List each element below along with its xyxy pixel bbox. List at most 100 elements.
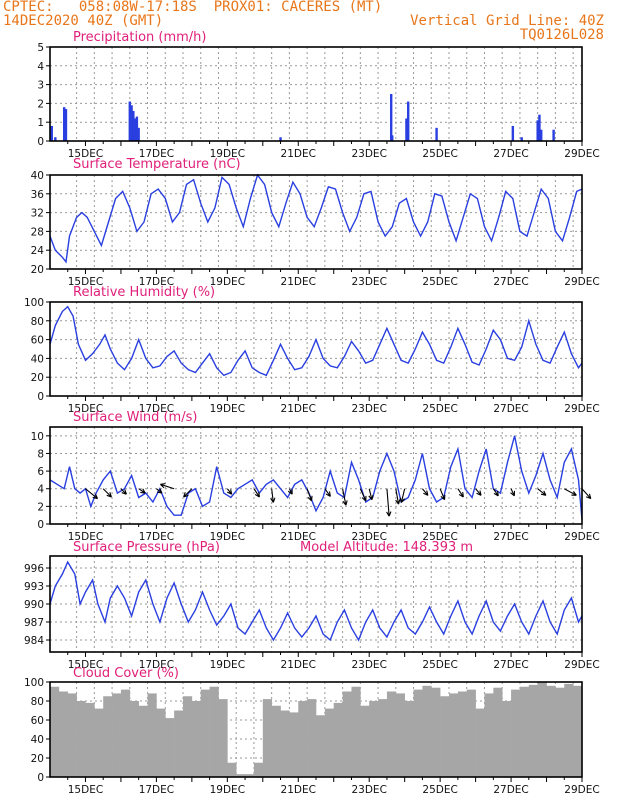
precip-bar [536, 120, 539, 141]
cloud-bar [289, 712, 299, 777]
y-tick-label: 20 [31, 372, 44, 384]
y-tick-label: 2 [37, 98, 44, 110]
wind-arrow [399, 488, 406, 503]
precip-bar [407, 101, 410, 141]
x-tick-label: 17DEC [139, 659, 174, 671]
panel-title: Surface Wind (m/s) [73, 410, 197, 425]
wind-arrow [102, 488, 112, 498]
precip-bar [130, 105, 133, 141]
x-tick-label: 27DEC [493, 531, 528, 543]
panel-title: Surface Temperature (nC) [73, 157, 241, 172]
x-tick-label: 23DEC [351, 784, 386, 796]
y-tick-label: 80 [31, 696, 44, 708]
x-tick-label: 15DEC [68, 148, 103, 160]
wind-arrow [510, 488, 516, 497]
cloud-bar [360, 705, 370, 777]
panel-title: Precipitation (mm/h) [73, 30, 206, 45]
y-tick-label: 0 [37, 136, 44, 148]
precip-bar [137, 127, 140, 141]
cloud-bar [183, 696, 193, 777]
x-tick-label: 17DEC [139, 784, 174, 796]
x-tick-label: 21DEC [281, 659, 316, 671]
y-tick-label: 984 [24, 635, 44, 647]
wind-arrow [421, 488, 429, 496]
x-tick-label: 21DEC [281, 531, 316, 543]
wind-arrow [475, 488, 482, 496]
cloud-bar [209, 686, 219, 777]
precip-bar [50, 125, 53, 141]
series-line [49, 173, 583, 264]
header-block: CPTEC: 058:08W-17:18S PROX01: CACERES (M… [0, 0, 618, 46]
cloud-bar [147, 693, 157, 777]
cloud-bar [395, 693, 405, 777]
wind-arrow [183, 488, 193, 498]
wind-arrow [368, 488, 374, 501]
cloud-bar [76, 701, 86, 777]
cloud-bar [103, 696, 113, 777]
y-tick-label: 996 [24, 563, 44, 575]
header-run-code: TQ0126L028 [519, 27, 604, 43]
wind-arrow [138, 488, 146, 494]
series-line [49, 560, 583, 642]
y-tick-label: 987 [24, 617, 44, 629]
y-tick-label: 100 [24, 297, 44, 309]
x-tick-label: 15DEC [68, 276, 103, 288]
header-station-line: CPTEC: 058:08W-17:18S PROX01: CACERES (M… [3, 0, 383, 15]
y-tick-label: 6 [37, 466, 44, 478]
x-tick-label: 19DEC [210, 276, 245, 288]
x-tick-label: 25DEC [422, 531, 457, 543]
precip-bar [64, 109, 68, 141]
cloud-bar [262, 699, 272, 777]
y-tick-label: 3 [37, 80, 44, 92]
wind-arrow [287, 488, 293, 495]
x-tick-label: 19DEC [210, 403, 245, 415]
x-tick-label: 19DEC [210, 659, 245, 671]
cloud-bar [218, 699, 228, 777]
wind-arrow [537, 488, 547, 496]
x-tick-label: 21DEC [281, 276, 316, 288]
x-tick-label: 23DEC [351, 148, 386, 160]
cloud-bar [342, 691, 352, 777]
x-tick-label: 21DEC [281, 403, 316, 415]
header-grid-note: Vertical Grid Line: 40Z [410, 13, 604, 29]
precip-bar [389, 94, 393, 141]
wind-arrow [564, 488, 577, 496]
cloud-bar [112, 693, 122, 777]
cloud-bar [511, 689, 521, 777]
cloud-bar [120, 689, 131, 777]
cloud-bar [573, 685, 583, 777]
precip-bar [279, 137, 282, 141]
x-tick-label: 29DEC [564, 403, 599, 415]
panel-title: Relative Humidity (%) [73, 285, 215, 300]
x-tick-label: 19DEC [210, 784, 245, 796]
cloud-bar [333, 702, 343, 777]
x-tick-label: 29DEC [564, 531, 599, 543]
cloud-bar [466, 689, 476, 777]
x-tick-label: 29DEC [564, 659, 599, 671]
cloud-bar [174, 710, 184, 777]
cloud-bar [386, 691, 397, 777]
cloud-bar [236, 774, 246, 777]
x-tick-label: 19DEC [210, 148, 245, 160]
precip-bar [128, 101, 131, 141]
wind-arrow [306, 488, 313, 502]
precip-bar [62, 107, 66, 141]
cloud-bar [129, 701, 139, 777]
wind-arrow [160, 483, 175, 490]
cloud-bar [307, 699, 317, 777]
y-tick-label: 40 [31, 353, 44, 365]
precip-bar [391, 135, 394, 141]
wind-arrow [120, 488, 127, 495]
x-tick-label: 23DEC [351, 276, 386, 288]
x-tick-label: 27DEC [493, 403, 528, 415]
y-tick-label: 4 [37, 61, 44, 73]
y-tick-label: 32 [31, 208, 44, 220]
wind-arrow [581, 488, 592, 500]
x-tick-label: 25DEC [422, 403, 457, 415]
x-tick-label: 23DEC [351, 659, 386, 671]
cloud-bar [280, 710, 290, 777]
x-tick-label: 25DEC [422, 148, 457, 160]
y-tick-label: 0 [37, 772, 44, 784]
x-tick-label: 17DEC [139, 403, 174, 415]
